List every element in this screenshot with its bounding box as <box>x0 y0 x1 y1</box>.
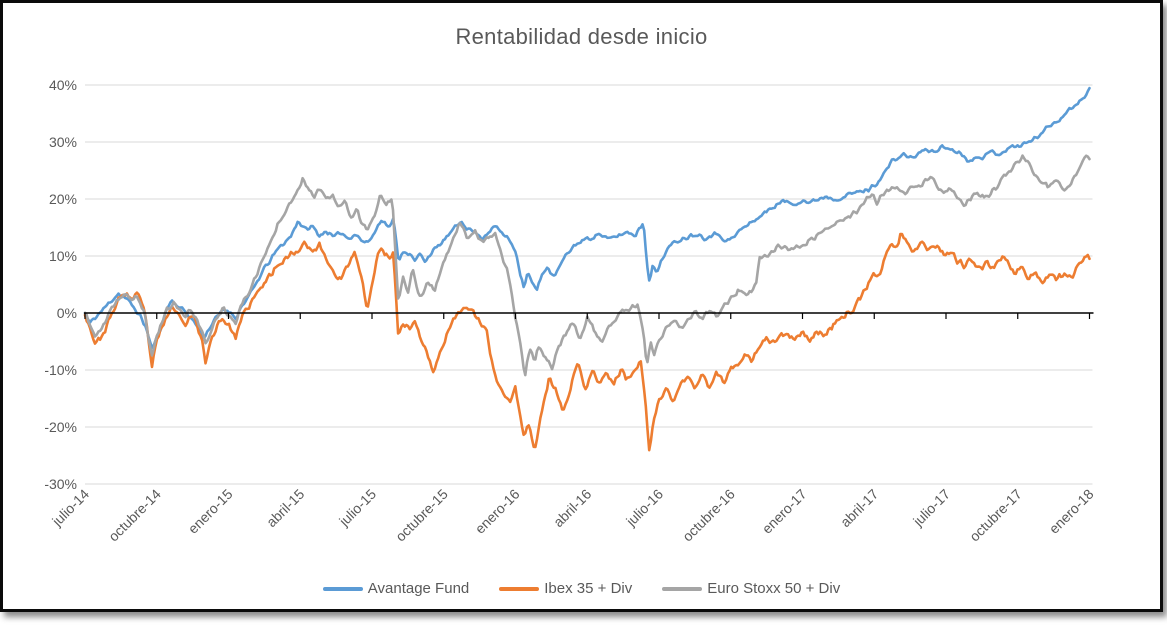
y-axis-label: 30% <box>49 134 77 150</box>
x-axis-label: julio-17 <box>909 486 953 530</box>
euro-stoxx-50-div-line-swatch-icon <box>662 586 703 591</box>
chart-title: Rentabilidad desde inicio <box>455 24 708 49</box>
y-axis-label: 0% <box>57 305 77 321</box>
y-axis-label: -20% <box>44 419 77 435</box>
y-axis-label: 40% <box>49 77 77 93</box>
legend-item-euro-stoxx-50-div: Euro Stoxx 50 + Div <box>662 580 840 597</box>
x-axis-label: enero-15 <box>185 486 236 537</box>
y-axis-label: 20% <box>49 191 77 207</box>
x-axis-label: octubre-17 <box>966 486 1025 545</box>
y-axis-label: -30% <box>44 476 77 492</box>
y-axis-label: 10% <box>49 248 77 264</box>
legend-item-ibex-35-div: Ibex 35 + Div <box>499 580 632 597</box>
legend-label: Ibex 35 + Div <box>544 580 633 597</box>
chart-image-frame: Rentabilidad desde inicio 40% 30% 20% 10% 0%… <box>0 0 1163 612</box>
x-axis-label: abril-15 <box>263 486 307 530</box>
x-axis-label: julio-14 <box>48 486 92 530</box>
x-axis-label: enero-16 <box>472 486 523 537</box>
x-axis-label: julio-15 <box>335 486 379 530</box>
legend-label: Avantage Fund <box>367 580 470 597</box>
x-axis-label: octubre-14 <box>105 486 164 545</box>
y-axis-label: -10% <box>44 362 77 378</box>
x-axis-label: octubre-16 <box>679 486 738 545</box>
ibex-35-div-line-swatch-icon <box>499 586 540 591</box>
x-axis-label: enero-18 <box>1046 486 1097 537</box>
series-line-avantage-fund <box>83 86 1091 349</box>
legend: Avantage Fund Ibex 35 + Div Euro Stoxx 5… <box>3 580 1160 597</box>
x-axis-label: enero-17 <box>759 486 810 537</box>
x-axis-label: octubre-15 <box>392 486 451 545</box>
series-line-euro-stoxx-50-div <box>83 154 1091 377</box>
chart-canvas: 40% 30% 20% 10% 0% -10% -20% -30%julio-14 octubr… <box>44 77 1097 545</box>
x-axis-label: julio-16 <box>622 486 666 530</box>
x-axis-label: abril-17 <box>837 486 881 530</box>
series-line-ibex-35-div <box>83 232 1091 452</box>
legend-item-avantage-fund: Avantage Fund <box>322 580 470 597</box>
x-axis-label: abril-16 <box>550 486 594 530</box>
legend-label: Euro Stoxx 50 + Div <box>707 580 841 597</box>
avantage-fund-line-swatch-icon <box>322 586 363 591</box>
